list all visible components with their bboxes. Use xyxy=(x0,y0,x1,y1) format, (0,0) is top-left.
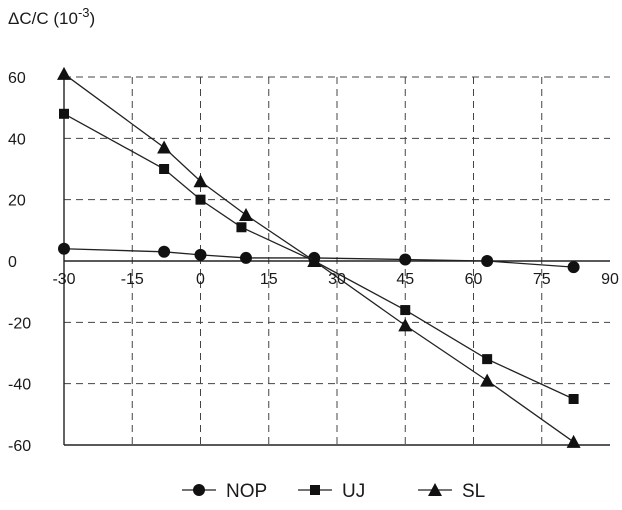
data-point-uj xyxy=(159,164,170,174)
legend-marker-sl xyxy=(428,483,442,496)
legend-item-nop: NOP xyxy=(182,481,267,502)
x-tick-label: -30 xyxy=(52,271,75,288)
legend-marker-uj xyxy=(310,485,320,495)
data-point-nop xyxy=(194,248,207,261)
y-tick-label: 0 xyxy=(8,254,17,271)
legend-marker-nop xyxy=(193,484,205,496)
x-tick-label: -15 xyxy=(121,271,144,288)
series-line-nop xyxy=(63,248,574,268)
data-point-nop xyxy=(399,253,412,266)
y-axis-label-exponent: -3 xyxy=(78,5,90,20)
data-point-uj xyxy=(400,305,411,316)
x-tick-label: 30 xyxy=(328,271,346,288)
x-tick-label: 60 xyxy=(465,271,483,288)
legend-item-uj: UJ xyxy=(298,481,365,502)
y-axis-label: ΔC/C (10-3) xyxy=(8,5,95,28)
y-tick-label: -60 xyxy=(8,438,31,455)
data-point-uj xyxy=(482,354,493,365)
y-tick-label: 60 xyxy=(8,70,26,87)
series-uj xyxy=(59,108,579,404)
data-point-sl xyxy=(239,208,253,221)
x-tick-label: 90 xyxy=(601,271,619,288)
data-point-uj xyxy=(568,394,579,404)
data-point-sl xyxy=(57,66,71,80)
y-tick-label: 20 xyxy=(8,193,26,210)
series-nop xyxy=(58,242,580,274)
y-axis-label-close: ) xyxy=(90,9,96,28)
x-tick-label: 75 xyxy=(533,271,551,288)
legend-label-sl: SL xyxy=(462,481,485,502)
tick-layer: 60 40 20 0 -20 -40 -60 -30 -15 0 15 30 45 60 75 90 xyxy=(8,70,619,455)
data-point-sl xyxy=(193,174,208,188)
data-point-nop xyxy=(481,255,494,267)
data-point-sl xyxy=(307,254,322,267)
data-point-nop xyxy=(240,251,252,264)
series-layer xyxy=(57,66,581,448)
legend-label-nop: NOP xyxy=(226,481,267,502)
series-line-uj xyxy=(63,113,574,400)
y-tick-label: -20 xyxy=(8,315,31,332)
y-tick-label: 40 xyxy=(8,131,26,148)
data-point-uj xyxy=(236,222,247,233)
data-point-uj xyxy=(59,108,69,119)
data-point-nop xyxy=(58,242,70,255)
data-point-uj xyxy=(195,194,206,205)
axis-layer xyxy=(63,77,610,446)
legend: NOP UJ SL xyxy=(182,481,485,502)
y-tick-label: -40 xyxy=(8,377,31,394)
series-sl xyxy=(57,66,581,448)
data-point-sl xyxy=(398,318,413,332)
legend-item-sl: SL xyxy=(418,481,485,502)
x-tick-label: 0 xyxy=(196,271,205,288)
data-point-sl xyxy=(566,434,581,448)
x-tick-label: 15 xyxy=(260,271,278,288)
data-point-sl xyxy=(480,373,495,387)
x-tick-label: 45 xyxy=(396,271,414,288)
legend-label-uj: UJ xyxy=(342,481,365,502)
data-point-sl xyxy=(157,140,172,154)
y-axis-label-base: ΔC/C (10 xyxy=(8,9,78,28)
data-point-nop xyxy=(158,245,171,258)
data-point-nop xyxy=(567,261,580,274)
